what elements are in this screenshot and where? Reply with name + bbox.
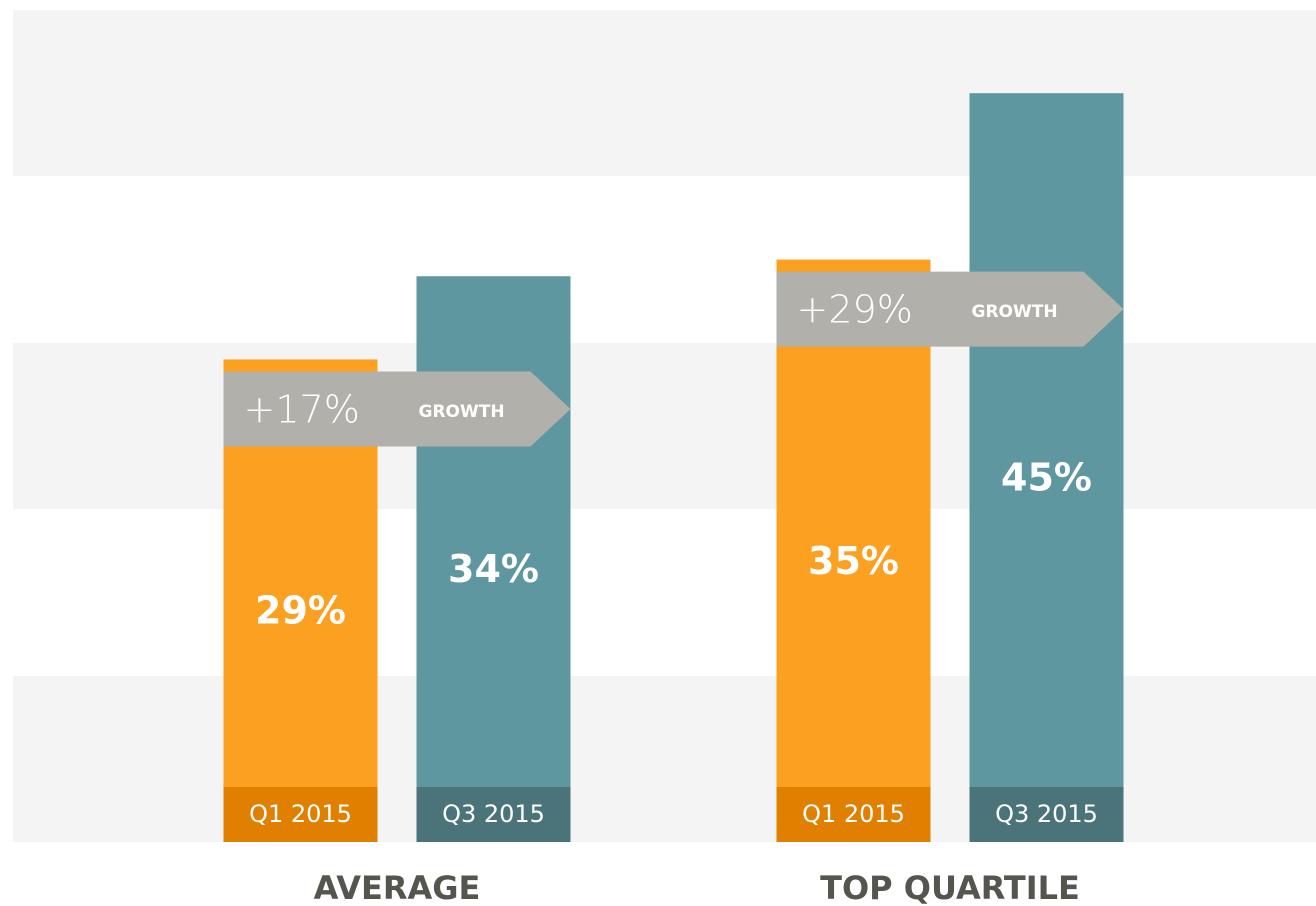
series-label: Q1 2015: [802, 800, 905, 828]
value-label: 34%: [448, 547, 539, 591]
growth-arrow: [223, 371, 571, 447]
growth-label: GROWTH: [972, 302, 1058, 322]
bar: [969, 93, 1124, 842]
bar-label-strip: [223, 787, 378, 842]
series-label: Q1 2015: [249, 800, 352, 828]
bar-label-strip: [776, 787, 931, 842]
bar-label-strip: [416, 787, 571, 842]
growth-arrow: [776, 271, 1124, 347]
growth-value: +17%: [244, 387, 360, 431]
series-label: Q3 2015: [995, 800, 1098, 828]
value-label: 29%: [255, 589, 346, 633]
bar: [776, 259, 931, 843]
value-label: 45%: [1001, 456, 1092, 500]
value-label: 35%: [808, 539, 899, 583]
series-label: Q3 2015: [442, 800, 545, 828]
bar: [416, 276, 571, 842]
category-label: AVERAGE: [314, 869, 481, 906]
growth-value: +29%: [797, 288, 913, 332]
category-label: TOP QUARTILE: [820, 869, 1080, 906]
bar-label-strip: [969, 787, 1124, 842]
growth-label: GROWTH: [419, 402, 505, 422]
